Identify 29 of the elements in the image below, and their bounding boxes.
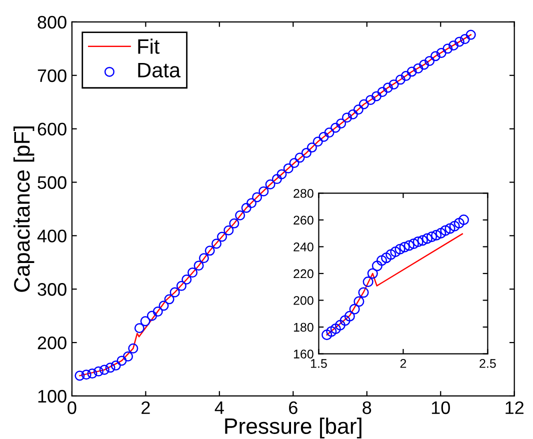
x-tick-label: 1.5 — [311, 359, 327, 368]
y-tick-label: 200 — [38, 336, 66, 350]
x-tick-label: 2.5 — [480, 359, 496, 368]
y-tick-label: 600 — [38, 122, 66, 136]
y-axis-title: Capacitance [pF] — [13, 126, 34, 292]
y-tick-label: 100 — [38, 390, 66, 403]
y-tick-label: 280 — [294, 188, 314, 198]
x-tick-label: 8 — [362, 401, 372, 414]
y-tick-label: 240 — [294, 242, 314, 252]
legend-label: Fit — [138, 38, 160, 54]
y-tick-label: 260 — [294, 216, 314, 225]
legend-label: Data — [138, 62, 181, 78]
y-tick-label: 500 — [38, 176, 66, 189]
y-tick-label: 300 — [38, 283, 66, 296]
x-tick-label: 4 — [214, 402, 224, 414]
x-tick-label: 0 — [68, 401, 76, 414]
y-tick-label: 220 — [294, 269, 314, 278]
y-tick-label: 160 — [294, 350, 314, 358]
y-tick-label: 180 — [294, 322, 314, 332]
y-tick-label: 800 — [38, 16, 66, 29]
x-axis-title: Pressure [bar] — [225, 418, 362, 438]
y-tick-label: 700 — [38, 69, 66, 82]
x-tick-label: 2 — [400, 359, 406, 368]
x-tick-label: 6 — [289, 401, 298, 414]
x-tick-label: 2 — [142, 401, 150, 414]
y-tick-label: 400 — [37, 230, 66, 242]
x-tick-label: 10 — [432, 401, 450, 414]
x-tick-label: 12 — [506, 401, 524, 414]
y-tick-label: 200 — [294, 296, 314, 305]
